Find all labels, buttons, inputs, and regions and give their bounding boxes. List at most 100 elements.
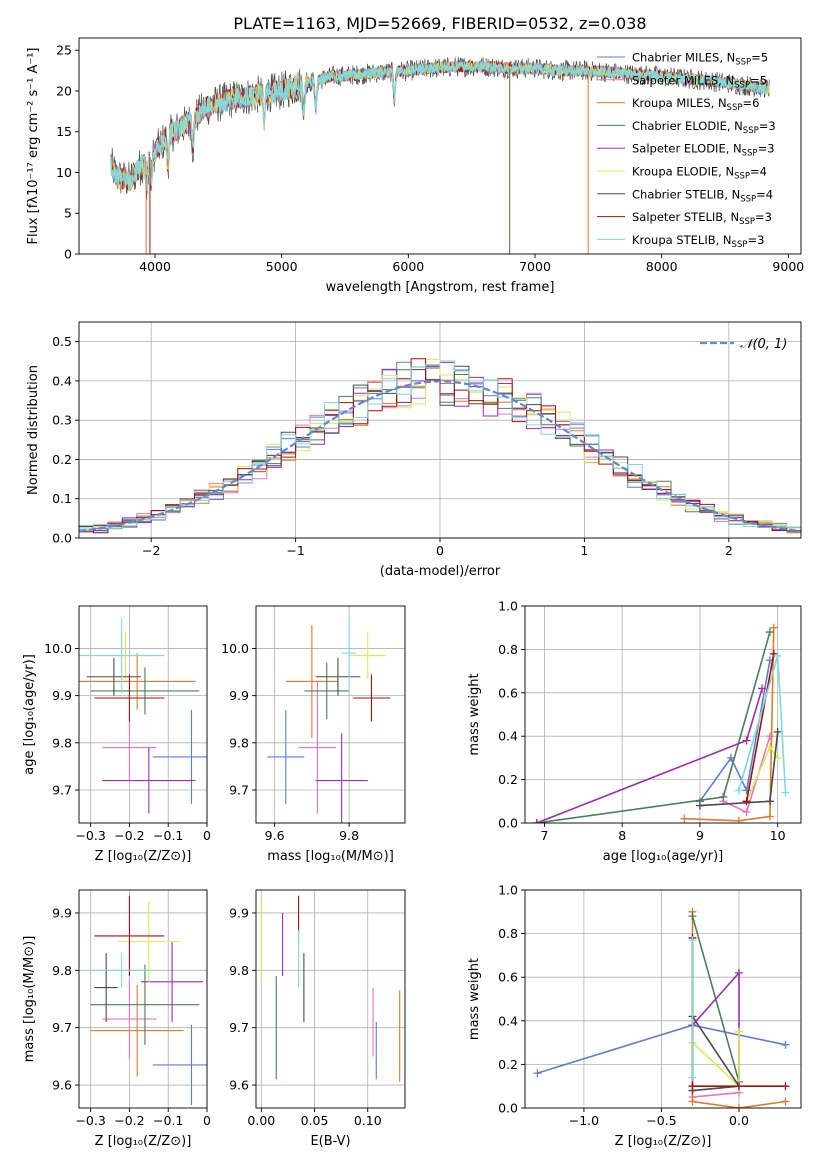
legend-subscript: SSP (740, 194, 756, 204)
y-tick-label: 0.1 (52, 491, 72, 506)
x-tick-label: 0 (203, 828, 211, 843)
legend-name: Chabrier ELODIE, N (632, 119, 743, 133)
y-axis-label: Flux [fλ10⁻¹⁷ erg cm⁻² s⁻¹ A⁻¹] (26, 48, 41, 245)
weight-marker (773, 651, 782, 660)
y-tick-label: 9.6 (52, 1078, 72, 1093)
legend-name: Chabrier MILES, N (632, 51, 735, 65)
x-tick-label: 9 (696, 828, 704, 843)
legend-label: Chabrier STELIB, NSSP=4 (632, 187, 773, 204)
y-axis-label: age [log₁₀(age/yr)] (22, 654, 37, 775)
y-tick-label: 9.8 (52, 735, 72, 750)
x-tick-label: 0.10 (354, 1113, 382, 1128)
ebv-mass-panel: 0.00 0.05 0.10 9.6 9.7 9.8 9.9 E(B-V) (229, 889, 406, 1149)
legend-label: Salpeter STELIB, NSSP=3 (632, 210, 772, 227)
x-tick-label: −0.1 (153, 828, 183, 843)
axes-frame (78, 37, 802, 255)
axes-frame (524, 889, 802, 1109)
y-tick-label: 0.6 (498, 970, 518, 985)
x-tick-label: 8 (618, 828, 626, 843)
weight-marker (688, 1082, 697, 1091)
legend-subscript: SSP (734, 172, 750, 182)
weight-line (536, 631, 771, 823)
legend-subscript: SSP (742, 149, 758, 159)
weight-marker (688, 1073, 697, 1082)
x-tick-label: 10 (770, 828, 786, 843)
legend-subscript: SSP (734, 80, 750, 90)
spectrum-panel: 4000 5000 6000 7000 8000 9000 0 5 10 15 20 25 wavele… (26, 37, 804, 295)
x-axis-label: (data-model)/error (380, 564, 501, 579)
y-tick-label: 9.7 (229, 1020, 249, 1035)
y-tick-label: 0.2 (498, 1057, 518, 1072)
y-tick-label: 15 (56, 124, 72, 139)
x-axis-label: Z [log₁₀(Z/Z⊙)] (95, 849, 192, 864)
weight-marker (742, 797, 751, 806)
x-tick-label: 4000 (139, 259, 171, 274)
weight-line (692, 1091, 740, 1098)
y-tick-label: 20 (56, 83, 72, 98)
weight-marker (781, 1082, 790, 1091)
y-tick-label: 9.9 (52, 905, 72, 920)
axes-frame (524, 605, 802, 824)
y-tick-label: 1.0 (498, 883, 518, 898)
legend-name: Chabrier STELIB, N (632, 187, 740, 201)
legend-nssp: =3 (759, 119, 776, 133)
legend-label: Kroupa ELODIE, NSSP=4 (632, 165, 767, 182)
axes-frame (78, 605, 208, 824)
y-tick-label: 0.0 (498, 816, 518, 831)
y-tick-label: 0.4 (52, 373, 72, 388)
y-tick-label: 0.2 (498, 772, 518, 787)
weight-marker (734, 968, 743, 977)
weight-line (745, 653, 775, 802)
y-tick-label: 0.0 (52, 531, 72, 546)
y-tick-label: 9.9 (52, 688, 72, 703)
y-tick-label: 10.0 (44, 641, 72, 656)
x-tick-label: 5000 (266, 259, 298, 274)
y-tick-label: 9.7 (52, 1020, 72, 1035)
legend-label: Salpeter ELODIE, NSSP=3 (632, 142, 775, 159)
weight-marker (532, 819, 541, 823)
x-tick-label: 0.0 (729, 1113, 749, 1128)
weight-marker (688, 912, 697, 921)
legend-name: Salpeter ELODIE, N (632, 142, 742, 156)
plot-area (533, 907, 790, 1108)
gaussian-legend-label: 𝒩(0, 1) (740, 337, 787, 352)
x-tick-label: −2 (142, 543, 160, 558)
y-tick-label: 0 (64, 247, 72, 262)
spectrum-line-kroupa-stelib (110, 60, 770, 191)
plot-area (532, 623, 790, 823)
legend-label: Chabrier MILES, NSSP=5 (632, 51, 768, 68)
weight-marker (734, 1104, 743, 1108)
axes-frame (78, 889, 208, 1109)
y-tick-label: 9.9 (229, 688, 249, 703)
weight-marker (680, 814, 689, 823)
legend-subscript: SSP (739, 217, 755, 227)
y-axis-label: mass weight (467, 673, 482, 755)
z-weight-panel: −1.0 −0.5 0.0 0.0 0.2 0.4 0.6 0.8 1.0 Z [log₁₀(Z/… (467, 883, 802, 1149)
y-tick-label: 0.2 (52, 452, 72, 467)
legend-nssp: =4 (750, 165, 767, 179)
y-axis-label: mass weight (467, 958, 482, 1040)
weight-marker (734, 786, 743, 795)
y-tick-label: 9.7 (229, 782, 249, 797)
y-tick-label: 9.8 (229, 735, 249, 750)
weight-marker (742, 808, 751, 817)
y-tick-label: 10 (56, 165, 72, 180)
x-tick-label: −0.2 (114, 828, 144, 843)
legend-name: Salpeter MILES, N (632, 73, 734, 87)
x-axis-label: Z [log₁₀(Z/Z⊙)] (95, 1134, 192, 1149)
x-tick-label: 0 (436, 543, 444, 558)
x-tick-label: 9000 (772, 259, 804, 274)
weight-marker (781, 1040, 790, 1049)
x-tick-label: 0.05 (301, 1113, 329, 1128)
y-tick-label: 0.4 (498, 729, 518, 744)
y-tick-label: 0.5 (52, 334, 72, 349)
weight-marker (765, 797, 774, 806)
x-tick-label: 8000 (646, 259, 678, 274)
x-tick-label: 1 (580, 543, 588, 558)
x-tick-label: 7000 (519, 259, 551, 274)
x-axis-label: wavelength [Angstrom, rest frame] (326, 280, 555, 295)
x-tick-label: −0.1 (153, 1113, 183, 1128)
plot-area (90, 895, 207, 1106)
x-tick-label: 6000 (392, 259, 424, 274)
